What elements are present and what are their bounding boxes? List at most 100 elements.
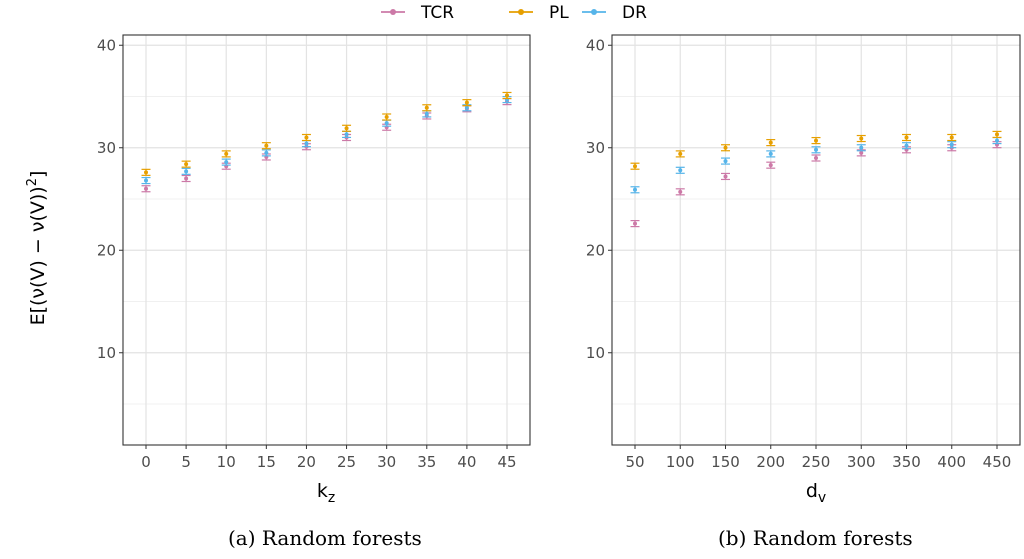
point-dr <box>382 119 392 127</box>
y-tick-label: 20 <box>97 241 116 259</box>
point-pl <box>141 168 151 176</box>
data-point <box>904 143 909 148</box>
data-point <box>904 135 909 140</box>
point-pl <box>261 142 271 150</box>
point-pl <box>630 162 640 170</box>
data-point <box>224 160 229 165</box>
point-pl <box>221 150 231 158</box>
legend-label-pl: PL <box>549 3 569 23</box>
x-tick-label: 35 <box>417 453 436 471</box>
x-tick-label: 45 <box>497 453 516 471</box>
data-point <box>768 151 773 156</box>
y-tick-label: 30 <box>97 139 116 157</box>
point-dr <box>811 146 821 154</box>
point-pl <box>721 144 730 152</box>
point-pl <box>856 134 866 143</box>
point-dr <box>422 110 432 118</box>
point-dr <box>856 144 866 152</box>
x-tick-label: 200 <box>756 453 785 471</box>
data-point <box>144 170 148 175</box>
panel-a: 10 20 30 40 0 5 10 15 20 25 30 35 40 45 kz (a) Random… <box>97 34 531 550</box>
y-tick-label: 40 <box>97 36 116 54</box>
x-tick-label: 450 <box>983 453 1012 471</box>
x-axis-title-b: dv <box>806 480 826 506</box>
x-tick-label: 40 <box>457 453 476 471</box>
data-point <box>424 111 429 116</box>
x-tick-label: 300 <box>847 453 876 471</box>
point-dr <box>630 186 640 194</box>
x-tick-label: 150 <box>711 453 740 471</box>
data-point <box>859 136 864 141</box>
x-tick-label: 15 <box>257 453 276 471</box>
data-point <box>144 178 148 183</box>
point-pl <box>382 113 392 121</box>
point-pl <box>181 160 191 168</box>
data-point <box>814 147 818 152</box>
point-dr <box>947 141 957 149</box>
data-point <box>264 150 269 155</box>
y-tick-label: 30 <box>586 139 605 157</box>
data-point <box>144 186 148 191</box>
data-point <box>505 93 509 98</box>
point-pl <box>301 133 311 142</box>
point-pl <box>766 139 776 147</box>
legend-label-dr: DR <box>622 3 647 23</box>
marks-a <box>141 91 512 193</box>
panel-border-a <box>122 34 531 446</box>
data-point <box>633 187 637 192</box>
point-tcr <box>630 220 640 228</box>
point-pl <box>462 99 472 107</box>
x-tick-label: 400 <box>937 453 966 471</box>
y-tick-label: 40 <box>586 36 605 54</box>
x-axis-title-a: kz <box>317 480 335 506</box>
point-pl <box>422 104 432 112</box>
point-dr <box>902 142 911 150</box>
point-dr <box>221 158 231 166</box>
point-pl <box>992 130 1002 139</box>
data-point <box>633 164 637 169</box>
data-point <box>384 115 389 119</box>
legend-item-pl: PL <box>509 3 569 23</box>
data-point <box>859 150 864 155</box>
x-tick-label: 350 <box>892 453 921 471</box>
point-tcr <box>181 174 191 183</box>
x-tick-label: 20 <box>297 453 316 471</box>
x-tick-label: 250 <box>802 453 831 471</box>
point-pl <box>947 133 957 142</box>
grid-a <box>123 35 530 445</box>
data-point <box>814 156 818 160</box>
data-point <box>304 135 309 140</box>
point-dr <box>766 150 776 158</box>
data-point <box>304 141 309 146</box>
panel-b: 10 20 30 40 50 100 150 200 250 300 350 400 450 dv (b… <box>586 34 1021 550</box>
data-point <box>424 105 429 110</box>
data-point <box>264 143 269 148</box>
data-point <box>464 100 469 105</box>
data-point <box>464 105 469 110</box>
point-dr <box>992 136 1002 145</box>
point-pl <box>675 150 685 158</box>
data-point <box>814 138 818 143</box>
point-tcr <box>675 188 685 196</box>
data-point <box>224 151 229 156</box>
caption-b: (b) Random forests <box>718 526 913 550</box>
legend-label-tcr: TCR <box>420 3 454 23</box>
legend-item-dr: DR <box>582 3 647 23</box>
x-tick-label: 10 <box>217 453 236 471</box>
point-dr <box>675 166 685 174</box>
point-pl <box>342 124 352 132</box>
data-point <box>184 176 189 181</box>
point-dr <box>721 157 730 165</box>
point-tcr <box>811 154 821 162</box>
data-point <box>949 135 954 140</box>
marks-b <box>630 130 1002 228</box>
data-point <box>949 142 954 147</box>
data-point <box>859 145 864 150</box>
x-tick-label: 30 <box>377 453 396 471</box>
point-pl <box>811 136 821 145</box>
caption-a: (a) Random forests <box>228 526 422 550</box>
grid-b <box>612 35 1020 445</box>
point-dr <box>261 149 271 157</box>
ticks-b: 10 20 30 40 50 100 150 200 250 300 350 400 450 <box>586 36 1011 471</box>
